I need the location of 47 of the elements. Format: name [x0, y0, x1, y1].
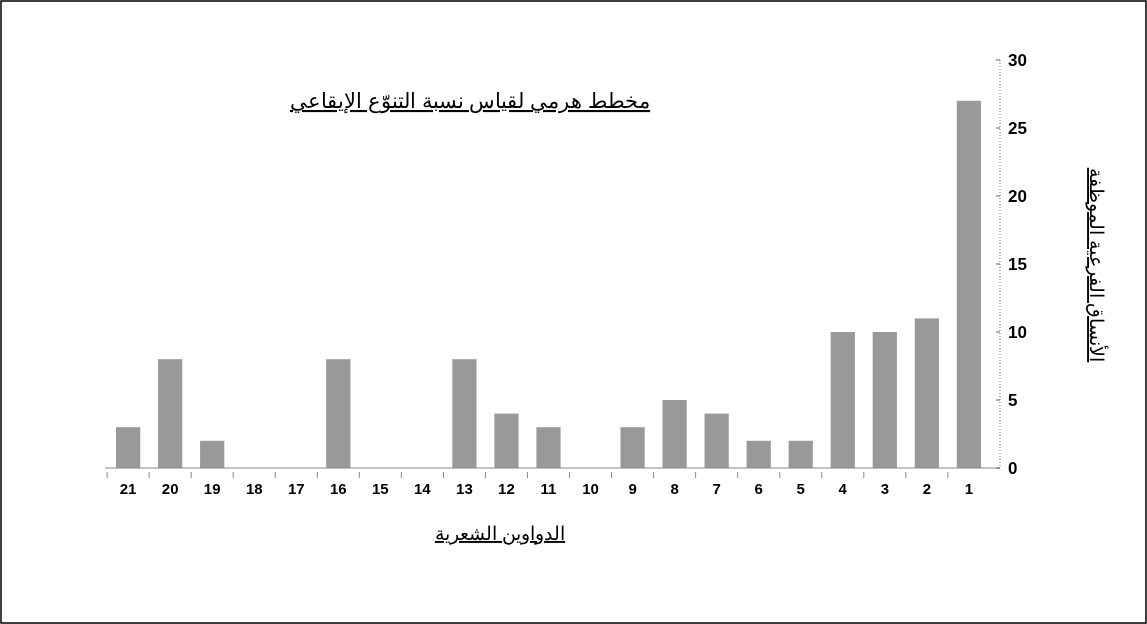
- y-axis-title: الأنساق الفرعية الموظفة: [1085, 167, 1109, 363]
- x-tick-label: 13: [456, 480, 473, 497]
- x-tick-label: 10: [582, 480, 599, 497]
- x-tick-label: 4: [838, 480, 848, 497]
- x-tick-label: 15: [372, 480, 389, 497]
- x-tick-label: 9: [628, 480, 637, 497]
- x-tick-label: 20: [161, 480, 179, 497]
- x-tick-label: 2: [922, 480, 932, 497]
- x-tick-label: 8: [670, 480, 679, 497]
- x-tick-label: 16: [329, 480, 347, 497]
- y-tick-label: 25: [1008, 119, 1027, 138]
- x-tick-label: 5: [796, 480, 805, 497]
- x-tick-label: 19: [203, 480, 221, 497]
- bar: [116, 427, 141, 468]
- x-tick-label: 11: [540, 480, 557, 497]
- bar: [872, 332, 897, 468]
- bar: [326, 359, 351, 468]
- text: مخطط هرمي لقياس نسبة التنوّع الإيقاعي: [289, 89, 651, 114]
- bar: [452, 359, 477, 468]
- bar: [746, 440, 771, 468]
- bar: [830, 332, 855, 468]
- x-tick-label: 6: [754, 480, 763, 497]
- bar: [200, 440, 225, 468]
- bar: [536, 427, 561, 468]
- x-axis-title: الدواوين الشعرية: [434, 523, 566, 545]
- y-tick-label: 30: [1008, 51, 1027, 70]
- y-tick-label: 0: [1008, 459, 1018, 478]
- y-tick-label: 20: [1008, 187, 1027, 206]
- x-tick-label: 1: [964, 480, 974, 497]
- x-tick-label: 12: [498, 480, 515, 497]
- y-tick-label: 15: [1008, 255, 1027, 274]
- x-tick-label: 14: [414, 480, 432, 497]
- y-tick-label: 10: [1008, 323, 1027, 342]
- x-tick-label: 3: [880, 480, 889, 497]
- x-tick-label: 7: [712, 480, 721, 497]
- x-tick-label: 18: [245, 480, 263, 497]
- bar: [494, 413, 519, 468]
- bar: [956, 100, 981, 468]
- y-tick-label: 5: [1008, 391, 1018, 410]
- x-tick-label: 21: [119, 480, 137, 497]
- bar: [158, 359, 183, 468]
- bar: [788, 440, 813, 468]
- bar: [704, 413, 729, 468]
- x-tick-label: 17: [287, 480, 305, 497]
- bar: [662, 400, 687, 468]
- bar: [914, 318, 939, 468]
- bar: [620, 427, 645, 468]
